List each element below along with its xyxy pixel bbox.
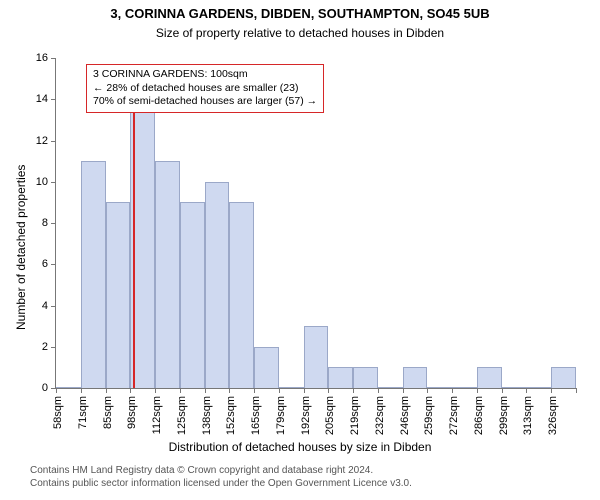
x-tick-label: 179sqm (275, 396, 287, 435)
x-tick (403, 388, 404, 393)
y-tick (51, 58, 56, 59)
y-tick (51, 223, 56, 224)
x-tick-label: 219sqm (349, 396, 361, 435)
x-tick (130, 388, 131, 393)
x-tick-label: 165sqm (250, 396, 262, 435)
y-tick (51, 182, 56, 183)
x-tick (551, 388, 552, 393)
x-tick-label: 232sqm (374, 396, 386, 435)
histogram-bar (502, 387, 527, 388)
x-tick (576, 388, 577, 393)
x-tick-label: 152sqm (225, 396, 237, 435)
x-tick (477, 388, 478, 393)
histogram-bar (477, 367, 502, 388)
x-tick-label: 98sqm (126, 396, 138, 429)
histogram-bar (81, 161, 106, 388)
histogram-bar (205, 182, 230, 388)
y-tick-label: 2 (42, 341, 48, 353)
y-tick (51, 264, 56, 265)
histogram-bar (378, 387, 403, 388)
y-tick (51, 99, 56, 100)
y-tick (51, 141, 56, 142)
x-tick (106, 388, 107, 393)
x-tick (452, 388, 453, 393)
x-tick (229, 388, 230, 393)
x-tick (502, 388, 503, 393)
x-tick-label: 58sqm (52, 396, 64, 429)
histogram-bar (229, 202, 254, 388)
y-tick (51, 347, 56, 348)
histogram-bar (180, 202, 205, 388)
x-tick (205, 388, 206, 393)
annotation-box: 3 CORINNA GARDENS: 100sqm← 28% of detach… (86, 64, 324, 113)
reference-line (133, 68, 135, 388)
x-tick-label: 112sqm (151, 396, 163, 434)
x-tick (254, 388, 255, 393)
y-tick-label: 0 (42, 382, 48, 394)
histogram-bar (403, 367, 428, 388)
plot-area: 024681012141658sqm71sqm85sqm98sqm112sqm1… (55, 58, 576, 389)
x-tick-label: 259sqm (423, 396, 435, 435)
x-tick (279, 388, 280, 393)
x-tick-label: 286sqm (473, 396, 485, 435)
histogram-bar (526, 387, 551, 388)
histogram-bar (279, 387, 304, 388)
y-tick-label: 12 (36, 135, 48, 147)
chart-container: 3, CORINNA GARDENS, DIBDEN, SOUTHAMPTON,… (0, 0, 600, 500)
x-tick (56, 388, 57, 393)
histogram-bar (353, 367, 378, 388)
footer-line-2: Contains public sector information licen… (30, 478, 412, 489)
y-tick-label: 14 (36, 93, 48, 105)
histogram-bar (427, 387, 452, 388)
x-tick-label: 192sqm (300, 396, 312, 435)
x-tick (353, 388, 354, 393)
x-axis-label: Distribution of detached houses by size … (0, 440, 600, 454)
y-tick-label: 16 (36, 52, 48, 64)
histogram-bar (452, 387, 477, 388)
y-axis-label: Number of detached properties (14, 165, 28, 330)
chart-title: 3, CORINNA GARDENS, DIBDEN, SOUTHAMPTON,… (0, 6, 600, 21)
x-tick (180, 388, 181, 393)
x-tick-label: 313sqm (522, 396, 534, 435)
x-tick-label: 272sqm (448, 396, 460, 435)
annotation-line: 3 CORINNA GARDENS: 100sqm (93, 68, 317, 82)
x-tick-label: 246sqm (399, 396, 411, 435)
x-tick (304, 388, 305, 393)
histogram-bar (254, 347, 279, 388)
x-tick (526, 388, 527, 393)
x-tick-label: 205sqm (324, 396, 336, 435)
histogram-bar (328, 367, 353, 388)
x-tick-label: 71sqm (77, 396, 89, 429)
x-tick-label: 299sqm (498, 396, 510, 435)
x-tick-label: 125sqm (176, 396, 188, 435)
x-tick (155, 388, 156, 393)
y-tick-label: 10 (36, 176, 48, 188)
histogram-bar (155, 161, 180, 388)
y-tick-label: 4 (42, 300, 48, 312)
x-tick (81, 388, 82, 393)
x-tick (328, 388, 329, 393)
histogram-bar (551, 367, 576, 388)
y-tick-label: 8 (42, 217, 48, 229)
annotation-line: ← 28% of detached houses are smaller (23… (93, 82, 317, 96)
y-tick-label: 6 (42, 258, 48, 270)
histogram-bar (304, 326, 329, 388)
y-tick (51, 306, 56, 307)
x-tick (427, 388, 428, 393)
x-tick-label: 326sqm (547, 396, 559, 435)
x-tick (378, 388, 379, 393)
footer-line-1: Contains HM Land Registry data © Crown c… (30, 465, 373, 476)
chart-subtitle: Size of property relative to detached ho… (0, 26, 600, 40)
x-tick-label: 138sqm (201, 396, 213, 435)
histogram-bar (106, 202, 131, 388)
annotation-line: 70% of semi-detached houses are larger (… (93, 95, 317, 109)
histogram-bar (56, 387, 81, 388)
x-tick-label: 85sqm (102, 396, 114, 429)
